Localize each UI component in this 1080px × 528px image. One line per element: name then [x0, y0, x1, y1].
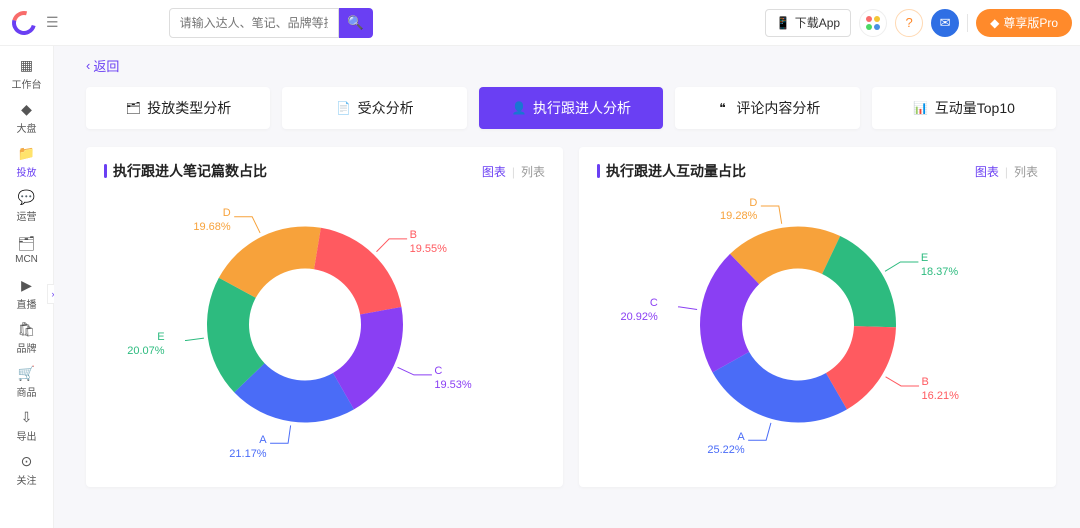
sidebar-icon: 📁 [18, 145, 35, 162]
download-app-label: 下载App [795, 14, 840, 31]
panel-engagement-ratio: 执行跟进人互动量占比 图表|列表 A25.22% C20.92% D19.28% E1… [579, 147, 1056, 487]
sidebar-icon: 🗂 [18, 235, 36, 252]
sidebar-label: 运营 [17, 208, 37, 223]
sidebar-icon: 💬 [18, 189, 35, 206]
sidebar-item-运营[interactable]: 💬 运营 [0, 184, 53, 228]
slice-label-E: E20.07% [127, 331, 164, 359]
donut-chart-engagement: A25.22% C20.92% D19.28% E18.37% B16.21% [597, 187, 1038, 467]
tab-icon: 📊 [913, 100, 929, 116]
slice-label-D: D19.28% [720, 197, 757, 225]
tab-4[interactable]: 📊 互动量Top10 [872, 87, 1056, 129]
tab-icon: 🗂 [125, 100, 141, 116]
view-toggle[interactable]: 图表|列表 [975, 163, 1038, 180]
panel-title: 执行跟进人互动量占比 [597, 161, 746, 181]
pro-label: 尊享版Pro [1003, 14, 1058, 31]
tab-0[interactable]: 🗂 投放类型分析 [86, 87, 270, 129]
chart-panels: 执行跟进人笔记篇数占比 图表|列表 A21.17% E20.07% D19.68% B… [86, 147, 1056, 487]
sidebar-item-品牌[interactable]: 🛍 品牌 [0, 316, 53, 360]
slice-label-B: B16.21% [922, 376, 959, 404]
slice-label-D: D19.68% [193, 207, 230, 235]
analysis-tabs: 🗂 投放类型分析 📄 受众分析 👤 执行跟进人分析 ❝ 评论内容分析 📊 互动量Top10 [86, 87, 1056, 129]
tab-label: 评论内容分析 [736, 98, 820, 118]
apps-grid-icon [866, 16, 880, 30]
slice-label-E: E18.37% [921, 252, 958, 280]
mail-button[interactable]: ✉ [931, 9, 959, 37]
download-app-button[interactable]: 📱 下载App [765, 9, 851, 37]
phone-icon: 📱 [776, 16, 791, 30]
sidebar-icon: ▶ [21, 277, 32, 294]
donut-chart-notes: A21.17% E20.07% D19.68% B19.55% C19.53% [104, 187, 545, 467]
sidebar-item-商品[interactable]: 🛒 商品 [0, 360, 53, 404]
diamond-icon: ◆ [990, 16, 999, 30]
sidebar-icon: 🛒 [18, 365, 35, 382]
panel-title: 执行跟进人笔记篇数占比 [104, 161, 267, 181]
tab-2[interactable]: 👤 执行跟进人分析 [479, 87, 663, 129]
sidebar-label: 大盘 [17, 120, 37, 135]
sidebar-item-工作台[interactable]: ▦ 工作台 [0, 52, 53, 96]
sidebar-label: 导出 [17, 428, 37, 443]
slice-label-C: C19.53% [434, 365, 471, 393]
sidebar-label: MCN [15, 254, 38, 265]
sidebar-icon: ⊙ [21, 453, 33, 470]
sidebar-item-投放[interactable]: 📁 投放 [0, 140, 53, 184]
sidebar-label: 工作台 [12, 76, 42, 91]
tab-icon: 📄 [336, 100, 352, 116]
tab-label: 投放类型分析 [147, 98, 231, 118]
tab-icon: ❝ [714, 100, 730, 116]
sidebar-label: 直播 [17, 296, 37, 311]
slice-label-A: A25.22% [707, 431, 744, 459]
chevron-left-icon: ‹ [86, 58, 90, 73]
tab-label: 执行跟进人分析 [533, 98, 631, 118]
sidebar-label: 关注 [17, 472, 37, 487]
help-icon: ? [905, 15, 912, 30]
back-link[interactable]: ‹返回 [86, 56, 119, 75]
tab-label: 受众分析 [358, 98, 414, 118]
panel-notes-ratio: 执行跟进人笔记篇数占比 图表|列表 A21.17% E20.07% D19.68% B… [86, 147, 563, 487]
tab-icon: 👤 [511, 100, 527, 116]
search-input[interactable] [169, 8, 339, 38]
pro-upgrade-button[interactable]: ◆ 尊享版Pro [976, 9, 1072, 37]
logo-icon [8, 6, 41, 39]
tab-label: 互动量Top10 [935, 98, 1015, 118]
slice-label-B: B19.55% [410, 229, 447, 257]
sidebar-label: 投放 [17, 164, 37, 179]
sidebar-item-导出[interactable]: ⇩ 导出 [0, 404, 53, 448]
main-content: ‹返回 🗂 投放类型分析 📄 受众分析 👤 执行跟进人分析 ❝ 评论内容分析 📊 互动量Top10… [54, 46, 1080, 528]
search-box: 🔍 [169, 8, 373, 38]
tab-3[interactable]: ❝ 评论内容分析 [675, 87, 859, 129]
sidebar-icon: ⇩ [21, 409, 33, 426]
sidebar-item-MCN[interactable]: 🗂 MCN [0, 228, 53, 272]
search-button[interactable]: 🔍 [339, 8, 373, 38]
sidebar-icon: ◆ [21, 101, 32, 118]
tab-1[interactable]: 📄 受众分析 [282, 87, 466, 129]
view-toggle[interactable]: 图表|列表 [482, 163, 545, 180]
sidebar-item-大盘[interactable]: ◆ 大盘 [0, 96, 53, 140]
help-button[interactable]: ? [895, 9, 923, 37]
mail-icon: ✉ [940, 15, 951, 31]
slice-label-C: C20.92% [621, 297, 658, 325]
search-icon: 🔍 [347, 15, 364, 31]
top-bar: ☰ 🔍 📱 下载App ? ✉ ◆ 尊享版Pro [0, 0, 1080, 46]
slice-label-A: A21.17% [229, 434, 266, 462]
sidebar-item-直播[interactable]: ▶ 直播 [0, 272, 53, 316]
sidebar-item-关注[interactable]: ⊙ 关注 [0, 448, 53, 492]
sidebar-icon: 🛍 [18, 321, 36, 338]
apps-grid-button[interactable] [859, 9, 887, 37]
sidebar: ▦工作台◆大盘📁投放💬运营🗂MCN▶直播🛍品牌🛒商品⇩导出⊙关注 » [0, 46, 54, 528]
back-label: 返回 [93, 56, 119, 75]
top-right-actions: 📱 下载App ? ✉ ◆ 尊享版Pro [765, 9, 1072, 37]
divider [967, 14, 968, 32]
sidebar-label: 品牌 [17, 340, 37, 355]
sidebar-icon: ▦ [20, 57, 33, 74]
sidebar-label: 商品 [17, 384, 37, 399]
menu-collapse-icon[interactable]: ☰ [46, 14, 59, 31]
